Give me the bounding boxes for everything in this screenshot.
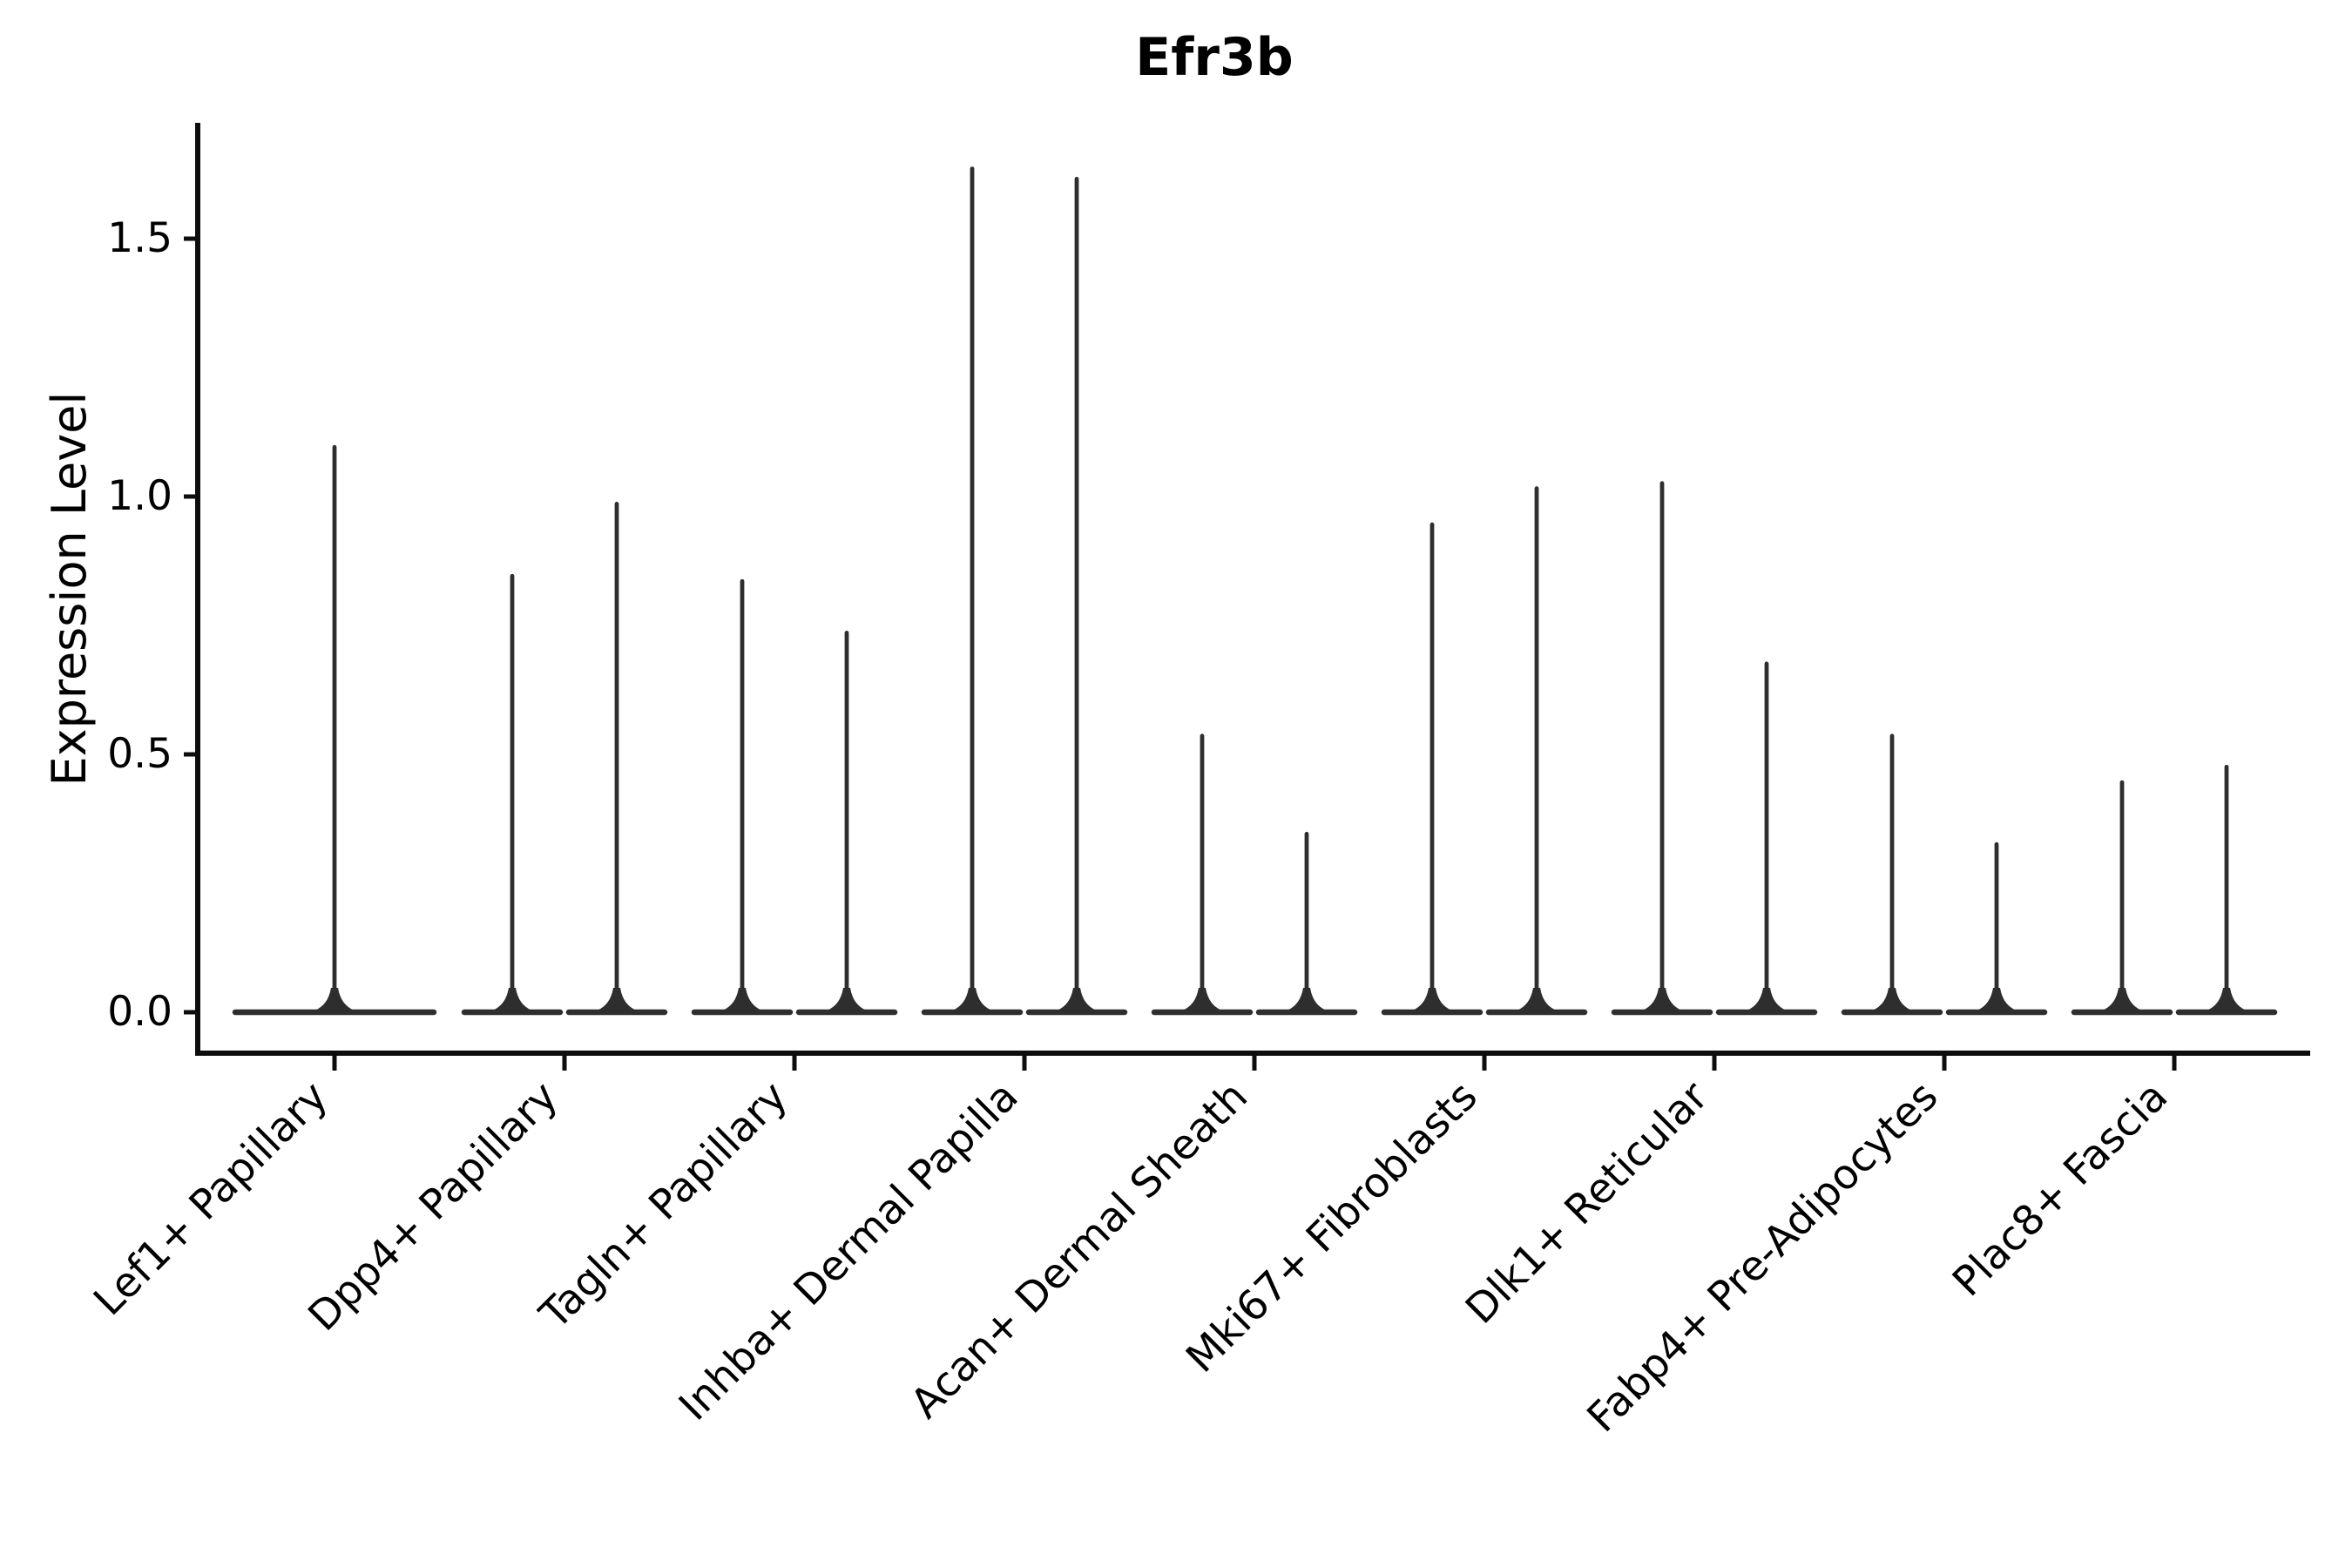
y-tick-label: 0.5 <box>107 730 172 778</box>
y-tick-label: 0.0 <box>107 988 172 1036</box>
y-tick-label: 1.0 <box>107 472 172 520</box>
chart-title: Efr3b <box>1135 27 1294 88</box>
y-tick-label: 1.5 <box>107 214 172 262</box>
